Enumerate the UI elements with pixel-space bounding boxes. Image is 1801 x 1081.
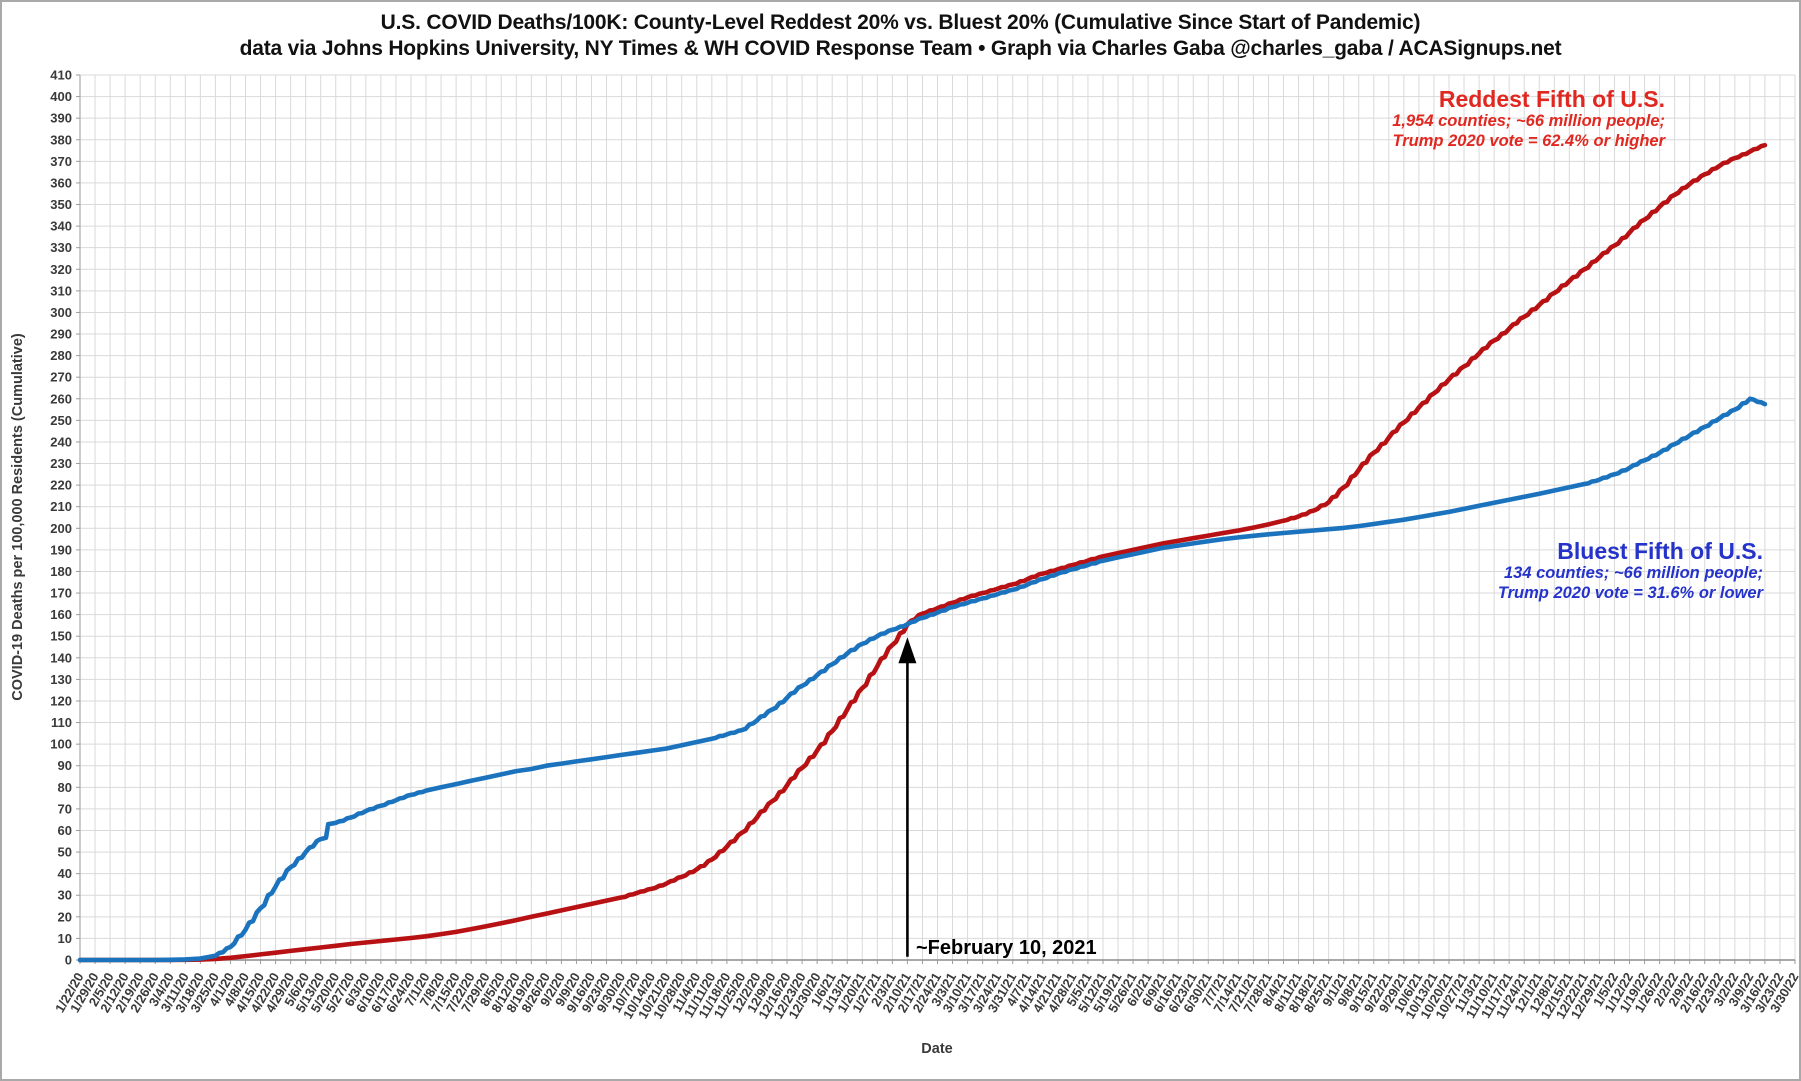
svg-text:30: 30	[58, 888, 72, 903]
svg-text:140: 140	[50, 650, 72, 665]
svg-text:390: 390	[50, 111, 72, 126]
svg-text:250: 250	[50, 413, 72, 428]
svg-text:290: 290	[50, 327, 72, 342]
svg-text:20: 20	[58, 909, 72, 924]
svg-text:270: 270	[50, 370, 72, 385]
legend-reddest-line2: Trump 2020 vote = 62.4% or higher	[1392, 131, 1665, 150]
svg-text:110: 110	[51, 715, 72, 730]
legend-bluest-line1: 134 counties; ~66 million people;	[1503, 564, 1763, 582]
svg-text:70: 70	[58, 801, 72, 816]
svg-text:80: 80	[58, 780, 72, 795]
svg-text:410: 410	[50, 68, 72, 83]
svg-text:340: 340	[50, 219, 72, 234]
svg-text:40: 40	[58, 866, 72, 881]
svg-text:230: 230	[50, 456, 72, 471]
svg-text:370: 370	[50, 154, 72, 169]
svg-text:200: 200	[50, 521, 72, 536]
svg-text:210: 210	[50, 499, 72, 514]
svg-text:160: 160	[50, 607, 72, 622]
svg-text:360: 360	[50, 175, 72, 190]
y-axis-title: COVID-19 Deaths per 100,000 Residents (C…	[10, 333, 26, 701]
svg-text:300: 300	[50, 305, 72, 320]
svg-text:150: 150	[50, 629, 72, 644]
x-axis-title: Date	[921, 1041, 952, 1057]
svg-text:180: 180	[50, 564, 72, 579]
svg-text:280: 280	[50, 348, 72, 363]
annotation-arrow	[898, 637, 917, 957]
legend-reddest-line1: 1,954 counties; ~66 million people;	[1392, 112, 1665, 130]
svg-text:130: 130	[50, 672, 72, 687]
legend-bluest-line2: Trump 2020 vote = 31.6% or lower	[1497, 583, 1763, 602]
svg-text:0: 0	[65, 953, 72, 968]
svg-text:60: 60	[58, 823, 72, 838]
axes	[76, 74, 1796, 964]
svg-text:320: 320	[50, 262, 72, 277]
legend-reddest: Reddest Fifth of U.S. 1,954 counties; ~6…	[1392, 86, 1665, 151]
svg-text:260: 260	[50, 391, 72, 406]
page-title: U.S. COVID Deaths/100K: County-Level Red…	[380, 11, 1421, 34]
svg-text:50: 50	[58, 845, 72, 860]
svg-text:400: 400	[50, 89, 72, 104]
y-axis-tick-labels: 0 10 20 30 40 50 60 70 80 90 100 110 120 130 140 150 160…	[50, 68, 72, 968]
legend-bluest-title: Bluest Fifth of U.S.	[1557, 538, 1763, 564]
svg-text:170: 170	[50, 586, 72, 601]
svg-text:10: 10	[58, 931, 72, 946]
svg-text:380: 380	[50, 132, 72, 147]
legend-reddest-title: Reddest Fifth of U.S.	[1438, 86, 1665, 112]
data-series-lines	[77, 142, 1768, 963]
svg-text:120: 120	[50, 693, 72, 708]
svg-text:190: 190	[50, 542, 72, 557]
svg-text:310: 310	[50, 283, 72, 298]
svg-text:100: 100	[50, 737, 72, 752]
x-axis-tick-labels: 1/22/201/29/202/5/202/12/202/19/202/26/2…	[52, 970, 1799, 1021]
svg-text:350: 350	[50, 197, 72, 212]
svg-text:220: 220	[50, 478, 72, 493]
page-subtitle: data via Johns Hopkins University, NY Ti…	[239, 37, 1562, 60]
legend-bluest: Bluest Fifth of U.S. 134 counties; ~66 m…	[1498, 538, 1763, 603]
annotation-date-label: ~February 10, 2021	[916, 937, 1097, 959]
svg-text:90: 90	[58, 758, 72, 773]
svg-text:330: 330	[50, 240, 72, 255]
svg-text:240: 240	[50, 434, 72, 449]
gridlines	[79, 74, 1796, 961]
